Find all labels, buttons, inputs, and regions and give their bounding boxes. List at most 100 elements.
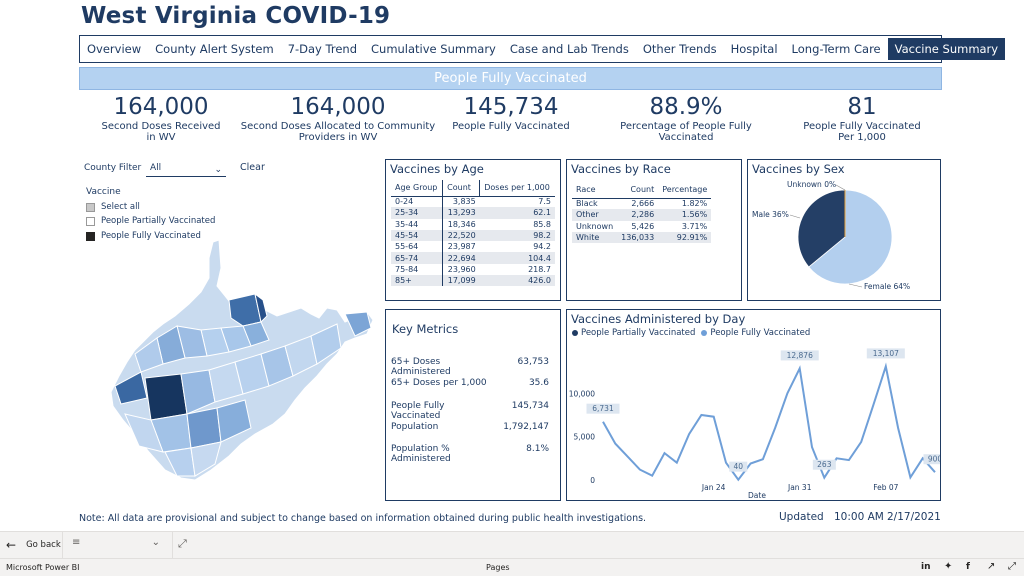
twitter-icon[interactable]: ✦ — [944, 561, 953, 572]
county-region[interactable] — [310, 323, 342, 365]
table-cell: 25-34 — [391, 207, 443, 219]
table-cell: 7.5 — [538, 197, 551, 207]
column-header[interactable]: Doses per 1,000 — [479, 180, 555, 197]
county-region[interactable] — [114, 371, 148, 405]
tab-cumulative-summary[interactable]: Cumulative Summary — [371, 42, 496, 56]
kpi-label: People Fully Vaccinated — [452, 121, 570, 132]
metric-value: 1,792,147 — [503, 422, 549, 432]
legend-dot-icon — [701, 330, 708, 336]
data-label-bg — [923, 454, 940, 465]
column-header[interactable]: Count — [617, 182, 659, 199]
page-list-dropdown[interactable]: ≡ ⌄ — [70, 535, 166, 555]
divider — [172, 532, 173, 558]
legend-dot-icon — [572, 330, 578, 336]
county-region[interactable] — [144, 373, 188, 421]
y-tick-label: 10,000 — [569, 389, 595, 398]
pie-label: Unknown 0% — [787, 180, 836, 189]
vaccine-option-fully[interactable]: People Fully Vaccinated — [86, 231, 201, 241]
vaccines-by-race-panel: Vaccines by Race Race Count Percentage B… — [566, 159, 742, 301]
chart-legend: People Partially Vaccinated People Fully… — [572, 328, 810, 338]
collapse-icon[interactable]: ⤢ — [178, 537, 187, 550]
pie-chart[interactable]: Female 64% Male 36% Unknown 0% — [748, 160, 940, 300]
column-header[interactable]: Percentage — [658, 182, 712, 199]
tab-long-term-care[interactable]: Long-Term Care — [791, 42, 881, 56]
vaccine-option-select-all[interactable]: Select all — [86, 202, 140, 212]
county-region[interactable] — [124, 413, 164, 453]
pie-leader-line — [848, 283, 863, 288]
pie-leader-line — [835, 184, 846, 191]
linkedin-icon[interactable]: in — [921, 562, 931, 572]
divider — [62, 532, 63, 558]
vaccine-option-label: People Partially Vaccinated — [101, 216, 216, 226]
county-region[interactable] — [344, 311, 372, 337]
column-header[interactable]: Race — [572, 182, 618, 199]
report-toolbar: ← Go back ≡ ⌄ ⤢ — [0, 531, 1024, 558]
table-row: Other 2,286 1.56% — [572, 209, 712, 221]
kpi-percentage-fully-vaccinated: 88.9% Percentage of People Fully Vaccina… — [612, 93, 760, 143]
tab-case-and-lab-trends[interactable]: Case and Lab Trends — [509, 42, 629, 56]
county-region[interactable] — [254, 292, 268, 324]
table-cell: 136,033 — [617, 231, 659, 244]
facebook-icon[interactable]: f — [966, 562, 970, 572]
data-label: 40 — [733, 462, 743, 471]
section-banner: People Fully Vaccinated — [79, 67, 942, 90]
tab-hospital[interactable]: Hospital — [730, 42, 778, 56]
table-cell: 22,694 — [442, 252, 480, 264]
legend-label[interactable]: People Fully Vaccinated — [710, 328, 811, 338]
county-region[interactable] — [186, 407, 222, 449]
kpi-second-doses-allocated: 164,000 Second Doses Allocated to Commun… — [240, 93, 436, 143]
table-cell: 98.2 — [479, 229, 555, 242]
checkbox-icon — [86, 231, 95, 241]
table-row: 75-84 23,960 218.7 — [391, 263, 555, 276]
data-label: 6,731 — [592, 404, 614, 413]
table-cell: 65-74 — [391, 252, 443, 264]
table-cell: 1.56% — [658, 209, 712, 221]
tab-overview[interactable]: Overview — [87, 42, 142, 56]
metric-label: People Fully Vaccinated — [391, 401, 445, 421]
table-cell: Other — [572, 209, 618, 221]
table-cell: 5,426 — [631, 221, 655, 231]
go-back-button[interactable]: ← Go back — [6, 538, 61, 552]
vaccine-option-label: Select all — [101, 202, 140, 212]
tab-7-day-trend[interactable]: 7-Day Trend — [287, 42, 357, 56]
table-row: 45-54 22,520 98.2 — [391, 229, 555, 242]
metric-label: 65+ Doses per 1,000 — [391, 378, 487, 388]
y-tick-label: 0 — [590, 476, 595, 485]
status-bar: Microsoft Power BI Pages in ✦ f ↗ ⤢ — [0, 558, 1024, 576]
table-cell: 104.4 — [479, 252, 555, 264]
column-header[interactable]: Count — [442, 180, 480, 197]
data-label-bg — [729, 461, 748, 472]
vaccine-option-partially[interactable]: People Partially Vaccinated — [86, 216, 215, 226]
table-row: 35-44 18,346 85.8 — [391, 218, 555, 230]
table-cell: 23,960 — [442, 263, 480, 276]
table-cell: 218.7 — [528, 264, 551, 274]
tab-county-alert-system[interactable]: County Alert System — [155, 42, 274, 56]
data-label-bg — [780, 350, 819, 361]
tab-other-trends[interactable]: Other Trends — [642, 42, 717, 56]
fullscreen-icon[interactable]: ⤢ — [1008, 561, 1016, 572]
share-icon[interactable]: ↗ — [987, 561, 996, 572]
updated-date: 2/17/2021 — [887, 511, 941, 523]
county-filter-dropdown[interactable]: All ⌄ — [146, 160, 226, 177]
tab-vaccine-summary[interactable]: Vaccine Summary — [887, 38, 1006, 60]
wv-county-map[interactable] — [105, 238, 375, 488]
pie-slice — [797, 189, 846, 268]
pie-slice — [808, 189, 893, 285]
county-region[interactable] — [134, 337, 164, 373]
data-label: 12,876 — [787, 351, 813, 360]
vaccines-by-day-panel: Vaccines Administered by Day People Part… — [566, 309, 941, 501]
county-region[interactable] — [216, 399, 252, 443]
pages-button[interactable]: Pages — [486, 563, 510, 572]
legend-label[interactable]: People Partially Vaccinated — [581, 328, 696, 338]
panel-title: Vaccines by Race — [571, 162, 671, 176]
metric-row: Population % Administered 8.1% — [391, 444, 549, 464]
panel-title: Vaccines by Age — [390, 162, 484, 176]
column-header[interactable]: Age Group — [391, 180, 443, 197]
clear-filter-button[interactable]: Clear — [240, 162, 265, 173]
race-table: Race Count Percentage Black 2,666 1.82% Ot… — [572, 182, 712, 244]
checkbox-icon — [86, 202, 95, 212]
table-row: Black 2,666 1.82% — [572, 198, 711, 209]
county-region[interactable] — [190, 441, 222, 477]
panel-title: Vaccines Administered by Day — [571, 312, 746, 326]
